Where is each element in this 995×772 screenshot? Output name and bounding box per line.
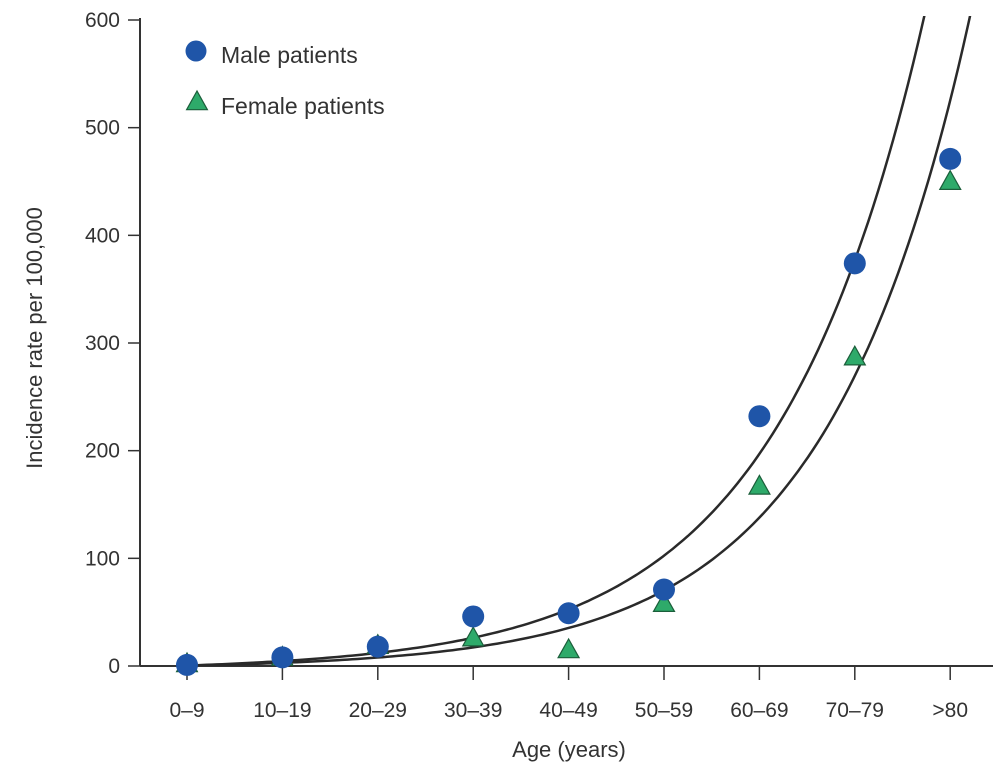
x-tick-label: >80 <box>932 699 968 722</box>
point-male <box>271 646 294 669</box>
point-male <box>366 635 389 658</box>
point-male <box>748 405 771 428</box>
y-ticks: 0 100 200 300 400 500 600 <box>85 9 140 678</box>
y-tick-label: 600 <box>85 9 120 32</box>
point-male <box>939 147 962 170</box>
point-female <box>843 344 867 366</box>
point-female <box>461 625 485 647</box>
x-tick-label: 50–59 <box>635 699 693 722</box>
point-male <box>557 602 580 625</box>
x-tick-label: 10–19 <box>253 699 311 722</box>
legend-label-male: Male patients <box>221 42 358 68</box>
y-tick-label: 300 <box>85 332 120 355</box>
point-female <box>652 591 676 613</box>
point-male <box>843 252 866 275</box>
x-axis-title: Age (years) <box>512 737 626 762</box>
point-female <box>557 637 581 659</box>
x-tick-label: 30–39 <box>444 699 502 722</box>
point-male <box>462 605 485 628</box>
x-tick-label: 70–79 <box>826 699 884 722</box>
trend-curve-female <box>186 16 972 666</box>
point-male <box>653 578 675 601</box>
legend-label-female: Female patients <box>221 93 385 119</box>
data-points <box>175 147 962 676</box>
legend-marker-female <box>185 89 209 111</box>
x-tick-label: 20–29 <box>349 699 407 722</box>
legend-marker-male <box>185 40 207 62</box>
y-tick-label: 400 <box>85 224 120 247</box>
point-female <box>938 169 962 190</box>
y-tick-label: 200 <box>85 440 120 463</box>
legend: Male patients Female patients <box>185 40 385 119</box>
x-tick-label: 40–49 <box>539 699 597 722</box>
point-female <box>747 474 771 495</box>
x-tick-label: 60–69 <box>730 699 788 722</box>
y-tick-label: 100 <box>85 547 120 570</box>
x-tick-label: 0–9 <box>169 699 204 722</box>
y-axis-title: Incidence rate per 100,000 <box>22 207 47 469</box>
y-tick-label: 0 <box>108 655 120 678</box>
x-ticks: 0–9 10–19 20–29 30–39 40–49 50–59 60–69 70–79 >8… <box>169 666 968 722</box>
y-tick-label: 500 <box>85 117 120 140</box>
point-male <box>176 653 198 676</box>
